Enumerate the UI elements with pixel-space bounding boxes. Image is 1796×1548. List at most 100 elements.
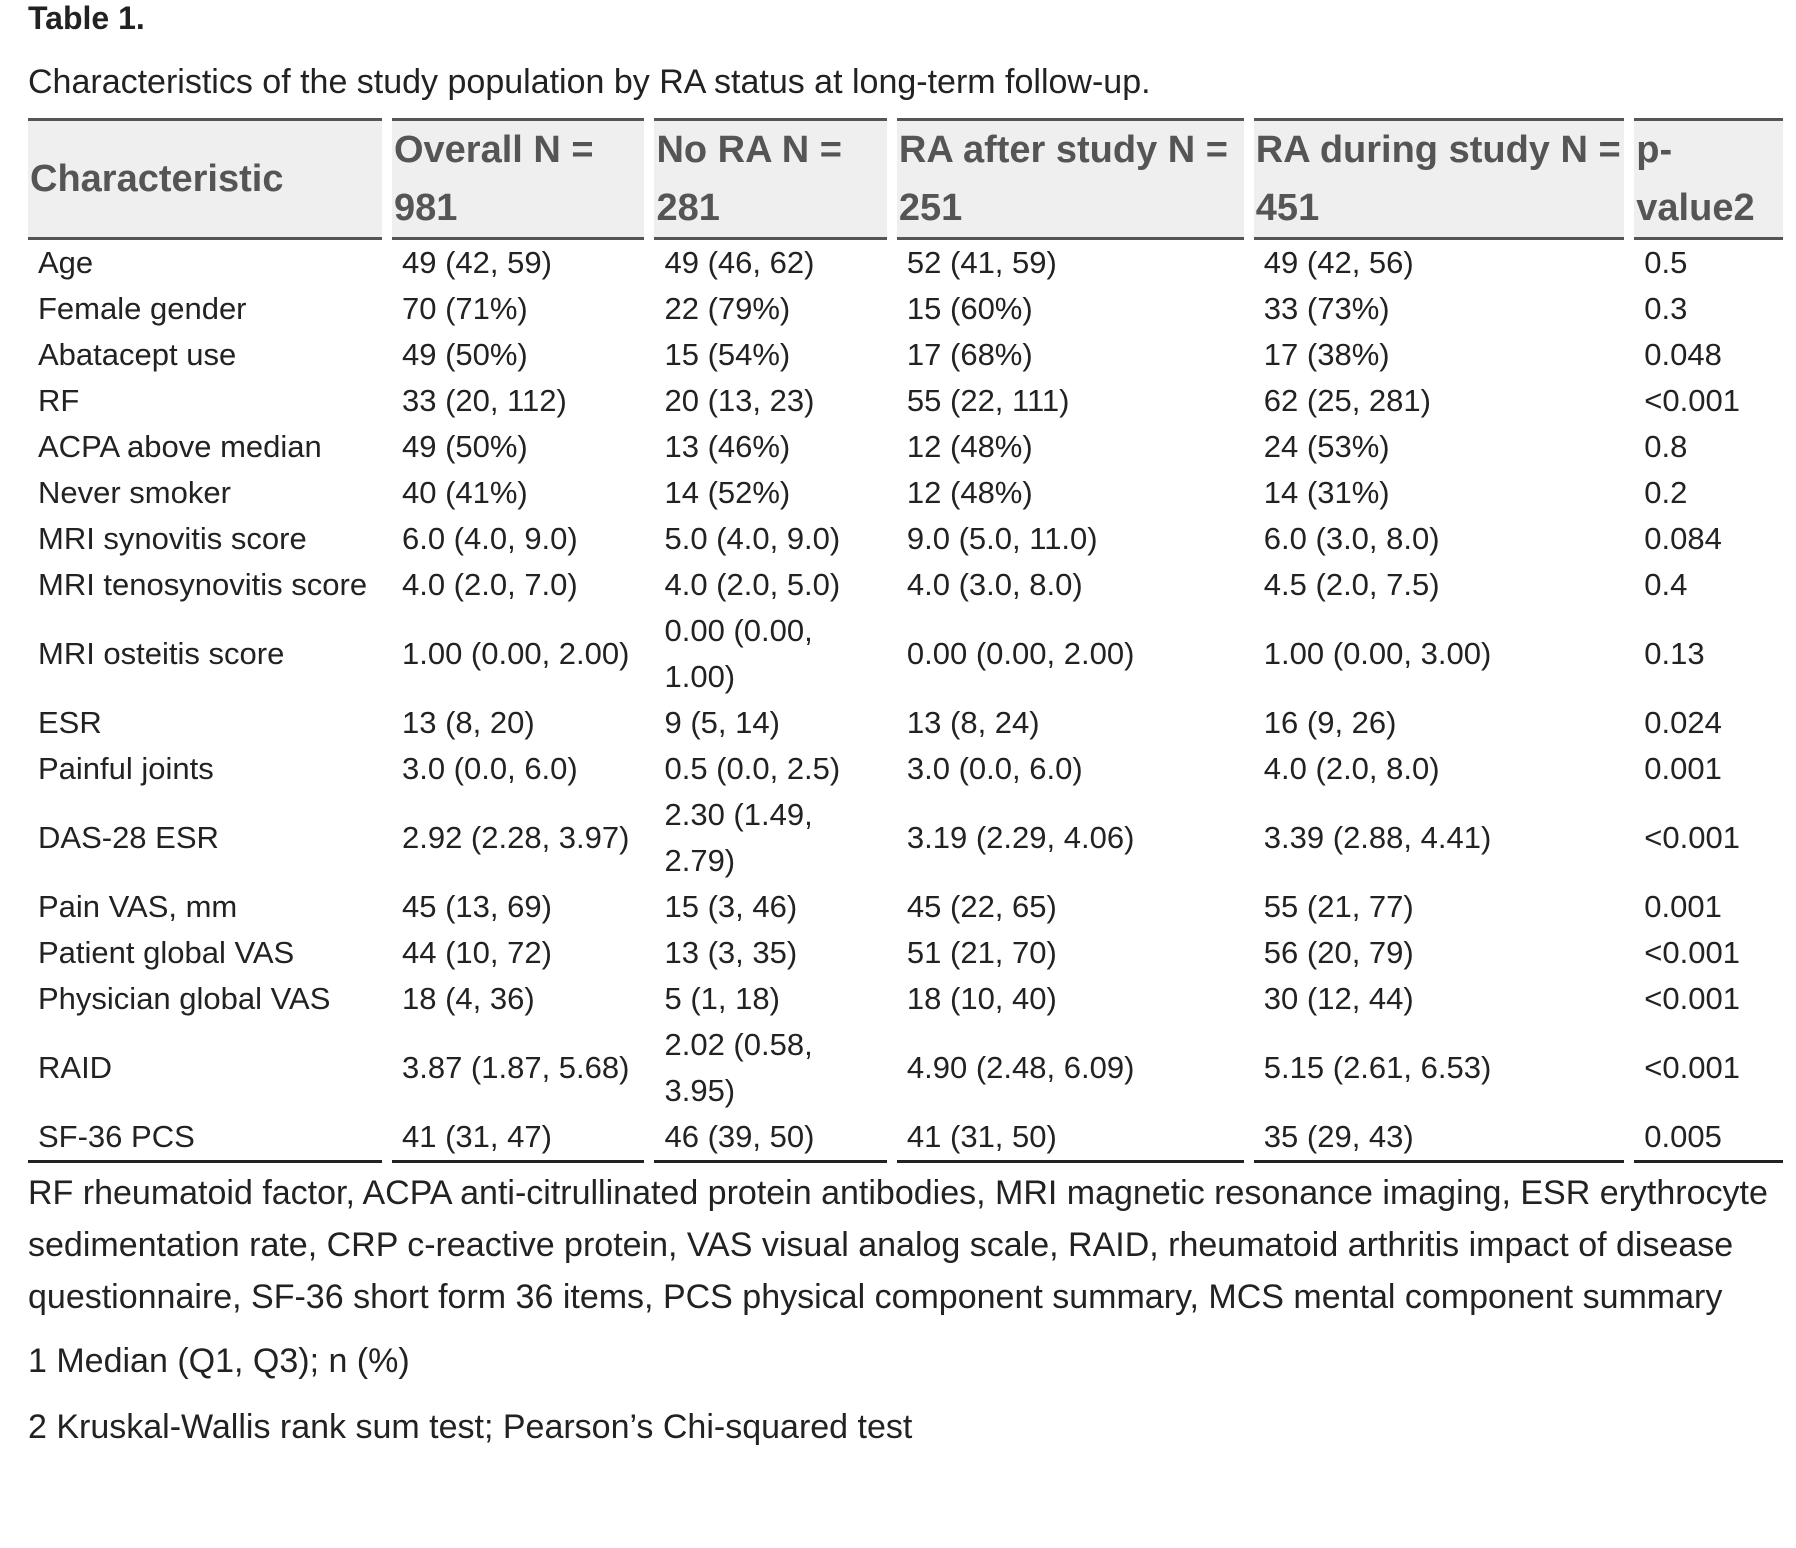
table-cell: 49 (42, 56) [1263,245,1414,280]
table-row: RAID 3.87 (1.87, 5.68) 2.02 (0.58, 3.95)… [28,1022,1783,1114]
table-cell: 3.0 (0.0, 6.0) [401,751,578,786]
row-label: MRI tenosynovitis score [38,567,368,602]
row-label: ESR [38,705,102,740]
table-row: Never smoker 40 (41%) 14 (52%) 12 (48%) … [28,470,1783,516]
table-cell: 13 (46%) [664,429,791,464]
table-cell: 9.0 (5.0, 11.0) [906,521,1098,556]
table-cell: <0.001 [1644,981,1740,1016]
table-figure: Table 1. Characteristics of the study po… [28,0,1783,1446]
table-cell: 51 (21, 70) [906,935,1057,970]
table-cell: 0.8 [1644,429,1688,464]
table-cell: 44 (10, 72) [401,935,552,970]
row-label: MRI osteitis score [38,636,285,671]
table-cell: 49 (50%) [401,337,528,372]
table-row: Female gender 70 (71%) 22 (79%) 15 (60%)… [28,286,1783,332]
column-header: RA after study N = 251 [896,118,1244,240]
table-cell: 55 (21, 77) [1263,889,1414,924]
table-cell: 46 (39, 50) [654,1114,887,1163]
row-label: Age [38,245,94,280]
table-cell: 0.005 [1634,1114,1783,1163]
table-row: Painful joints 3.0 (0.0, 6.0) 0.5 (0.0, … [28,746,1783,792]
column-header: No RA N = 281 [654,118,887,240]
table-cell: 35 (29, 43) [1253,1114,1625,1163]
table-cell: 49 (50%) [401,429,528,464]
table-cell: 6.0 (3.0, 8.0) [1263,521,1440,556]
table-cell: 2.02 (0.58, 3.95) [664,1027,813,1108]
table-cell: 14 (52%) [664,475,791,510]
table-row: MRI synovitis score 6.0 (4.0, 9.0) 5.0 (… [28,516,1783,562]
table-cell: 9 (5, 14) [664,705,780,740]
characteristics-table: Characteristic Overall N = 981 No RA N =… [18,118,1793,1163]
table-row: DAS-28 ESR 2.92 (2.28, 3.97) 2.30 (1.49,… [28,792,1783,884]
table-cell: 0.00 (0.00, 1.00) [664,613,813,694]
table-cell: 5.0 (4.0, 9.0) [664,521,841,556]
row-label: MRI synovitis score [38,521,307,556]
table-row: Physician global VAS 18 (4, 36) 5 (1, 18… [28,976,1783,1022]
table-cell: 2.30 (1.49, 2.79) [664,797,813,878]
table-cell: 0.001 [1644,751,1722,786]
table-cell: 5 (1, 18) [664,981,780,1016]
table-cell: 13 (8, 24) [906,705,1040,740]
table-cell: 12 (48%) [906,475,1033,510]
table-cell: 14 (31%) [1263,475,1390,510]
table-cell: 6.0 (4.0, 9.0) [401,521,578,556]
table-cell: 1.00 (0.00, 3.00) [1263,636,1492,671]
table-cell: 0.13 [1644,636,1705,671]
column-header: RA during study N = 451 [1253,118,1625,240]
table-cell: <0.001 [1644,820,1740,855]
table-cell: 0.001 [1644,889,1722,924]
table-cell: 4.90 (2.48, 6.09) [906,1050,1135,1085]
table-cell: 45 (13, 69) [401,889,552,924]
table-row: RF 33 (20, 112) 20 (13, 23) 55 (22, 111)… [28,378,1783,424]
row-label: Never smoker [38,475,231,510]
table-cell: 1.00 (0.00, 2.00) [401,636,630,671]
table-cell: 3.87 (1.87, 5.68) [401,1050,630,1085]
table-cell: 0.5 [1644,245,1688,280]
table-cell: 15 (60%) [906,291,1033,326]
row-label: Physician global VAS [38,981,331,1016]
table-cell: 24 (53%) [1263,429,1390,464]
row-label: Painful joints [38,751,214,786]
table-cell: 52 (41, 59) [906,245,1057,280]
table-cell: 0.4 [1644,567,1688,602]
table-cell: 17 (68%) [906,337,1033,372]
table-row: Pain VAS, mm 45 (13, 69) 15 (3, 46) 45 (… [28,884,1783,930]
table-cell: 49 (42, 59) [401,245,552,280]
table-header-row: Characteristic Overall N = 981 No RA N =… [28,118,1783,240]
table-cell: 22 (79%) [664,291,791,326]
table-cell: 18 (4, 36) [401,981,535,1016]
table-cell: <0.001 [1644,1050,1740,1085]
table-label: Table 1. [28,0,145,36]
table-cell: 0.024 [1644,705,1722,740]
row-label: Pain VAS, mm [38,889,238,924]
table-row: MRI tenosynovitis score 4.0 (2.0, 7.0) 4… [28,562,1783,608]
table-row: Age 49 (42, 59) 49 (46, 62) 52 (41, 59) … [28,240,1783,286]
table-cell: <0.001 [1644,383,1740,418]
table-cell: 40 (41%) [401,475,528,510]
table-cell: 3.39 (2.88, 4.41) [1263,820,1492,855]
table-cell: <0.001 [1644,935,1740,970]
table-cell: 18 (10, 40) [906,981,1057,1016]
table-cell: 41 (31, 50) [896,1114,1244,1163]
row-label: SF-36 PCS [28,1114,382,1163]
table-cell: 0.5 (0.0, 2.5) [664,751,841,786]
table-row: Patient global VAS 44 (10, 72) 13 (3, 35… [28,930,1783,976]
table-cell: 5.15 (2.61, 6.53) [1263,1050,1492,1085]
table-cell: 33 (73%) [1263,291,1390,326]
row-label: Patient global VAS [38,935,295,970]
table-cell: 49 (46, 62) [664,245,815,280]
table-cell: 20 (13, 23) [664,383,815,418]
table-cell: 55 (22, 111) [906,383,1070,418]
table-cell: 70 (71%) [401,291,528,326]
table-cell: 0.00 (0.00, 2.00) [906,636,1135,671]
table-cell: 33 (20, 112) [401,383,567,418]
table-row: ACPA above median 49 (50%) 13 (46%) 12 (… [28,424,1783,470]
table-cell: 0.084 [1644,521,1722,556]
table-cell: 4.0 (3.0, 8.0) [906,567,1083,602]
row-label: RAID [38,1050,113,1085]
column-header: p-value2 [1634,118,1783,240]
table-cell: 15 (54%) [664,337,791,372]
row-label: RF [38,383,80,418]
table-cell: 17 (38%) [1263,337,1390,372]
table-cell: 41 (31, 47) [391,1114,645,1163]
